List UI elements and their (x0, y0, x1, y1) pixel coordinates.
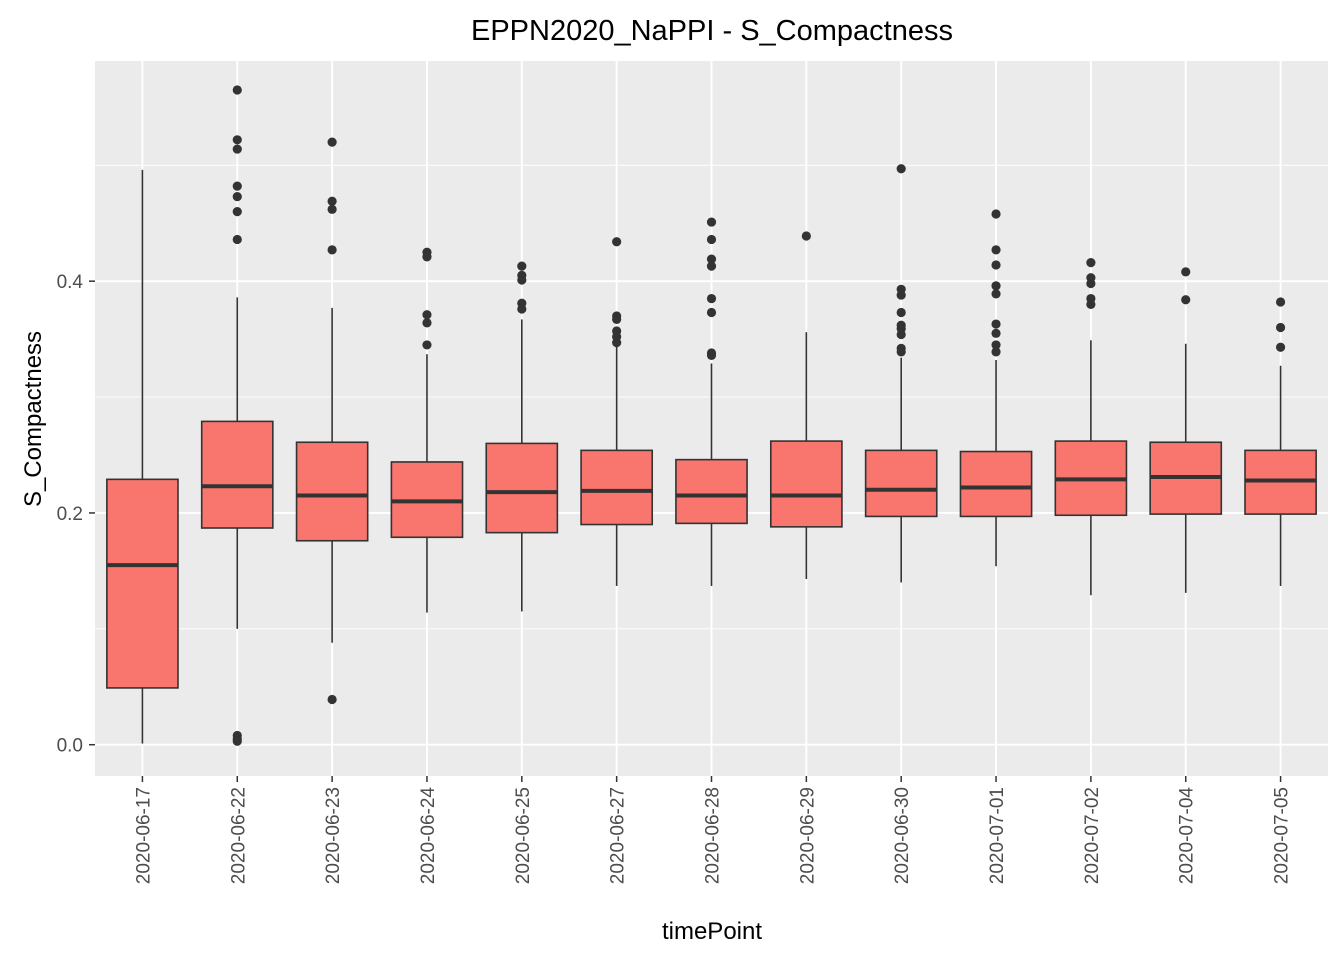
outlier-point (801, 231, 811, 241)
outlier-point (896, 347, 906, 357)
box-2020-06-28 (675, 217, 748, 586)
box-iqr (200, 420, 274, 529)
box-iqr (485, 442, 559, 534)
outlier-point (706, 293, 717, 304)
outlier-point (706, 261, 717, 271)
outlier-point (896, 329, 906, 340)
box-2020-07-04 (1149, 267, 1223, 593)
outlier-point (1086, 258, 1096, 268)
outlier-point (232, 191, 242, 202)
outlier-point (327, 196, 337, 206)
outlier-point (612, 237, 622, 247)
outlier-point (232, 181, 242, 191)
box-iqr (959, 450, 1033, 518)
outlier-point (1275, 297, 1286, 307)
x-tick-label: 2020-06-22 (228, 787, 249, 884)
y-tick-label: 0.2 (57, 504, 83, 525)
outlier-point (896, 164, 906, 174)
box-2020-06-24 (390, 247, 464, 613)
box-2020-06-22 (200, 85, 274, 746)
chart-title: EPPN2020_NaPPI - S_Compactness (471, 15, 953, 47)
outlier-point (422, 252, 432, 262)
outlier-point (232, 234, 242, 245)
outlier-point (706, 254, 717, 264)
box-iqr (106, 478, 179, 689)
y-tick-label: 0.4 (57, 272, 84, 293)
outlier-point (896, 307, 906, 318)
outlier-point (517, 261, 527, 271)
x-tick-label: 2020-07-01 (987, 787, 1008, 884)
outlier-point (517, 304, 527, 314)
outlier-point (706, 234, 717, 245)
outlier-point (232, 207, 242, 217)
x-tick-label: 2020-06-24 (418, 787, 439, 885)
outlier-point (232, 135, 242, 145)
box-iqr (295, 441, 369, 542)
outlier-point (327, 204, 337, 214)
outlier-point (991, 328, 1001, 338)
outlier-point (327, 137, 337, 147)
outlier-point (232, 736, 242, 746)
outlier-point (327, 245, 337, 255)
outlier-point (232, 144, 242, 154)
outlier-point (706, 350, 717, 360)
outlier-point (991, 281, 1001, 291)
outlier-point (232, 85, 242, 95)
box-2020-06-23 (295, 137, 369, 705)
outlier-point (991, 289, 1001, 299)
box-2020-06-27 (580, 237, 654, 586)
box-2020-06-29 (769, 231, 843, 579)
box-series (106, 85, 1317, 746)
outlier-point (612, 314, 622, 325)
box-iqr (769, 440, 843, 528)
x-axis-title: timePoint (662, 918, 762, 945)
outlier-point (991, 260, 1001, 270)
x-axis: 2020-06-17 2020-06-22 2020-06-23 2020-06-24… (133, 776, 1293, 885)
x-tick-label: 2020-07-02 (1082, 787, 1103, 884)
y-axis: 0.0 0.2 0.4 (57, 272, 95, 757)
outlier-point (1181, 295, 1191, 305)
box-2020-06-17 (106, 169, 179, 744)
y-axis-title: S_Compactness (20, 331, 47, 507)
box-2020-06-30 (864, 164, 938, 583)
outlier-point (991, 340, 1001, 350)
outlier-point (706, 217, 717, 227)
x-tick-label: 2020-07-04 (1177, 787, 1198, 885)
box-iqr (675, 458, 748, 525)
outlier-point (422, 310, 432, 320)
x-tick-label: 2020-06-27 (608, 787, 629, 884)
outlier-point (991, 319, 1001, 329)
x-tick-label: 2020-06-23 (323, 787, 344, 884)
outlier-point (1275, 342, 1286, 352)
outlier-point (327, 694, 337, 705)
outlier-point (991, 347, 1001, 357)
outlier-point (706, 307, 717, 318)
outlier-point (1181, 267, 1191, 277)
box-2020-06-25 (485, 261, 559, 612)
box-2020-07-01 (959, 209, 1033, 567)
x-tick-label: 2020-06-25 (513, 787, 534, 884)
outlier-point (612, 337, 622, 348)
x-tick-label: 2020-06-29 (797, 787, 818, 884)
x-tick-label: 2020-06-28 (703, 787, 724, 884)
outlier-point (1275, 322, 1286, 333)
outlier-point (422, 318, 432, 328)
outlier-point (896, 290, 906, 300)
y-tick-label: 0.0 (57, 736, 83, 757)
x-tick-label: 2020-06-30 (892, 787, 913, 884)
outlier-point (1086, 299, 1096, 309)
x-tick-label: 2020-07-05 (1272, 787, 1293, 884)
outlier-point (422, 340, 432, 350)
box-iqr (864, 449, 938, 518)
box-iqr (580, 449, 654, 526)
outlier-point (1086, 278, 1096, 289)
x-tick-label: 2020-06-17 (133, 787, 154, 884)
outlier-point (991, 245, 1001, 255)
box-2020-07-02 (1054, 258, 1128, 596)
box-2020-07-05 (1244, 297, 1317, 586)
outlier-point (517, 275, 527, 285)
outlier-point (991, 209, 1001, 219)
